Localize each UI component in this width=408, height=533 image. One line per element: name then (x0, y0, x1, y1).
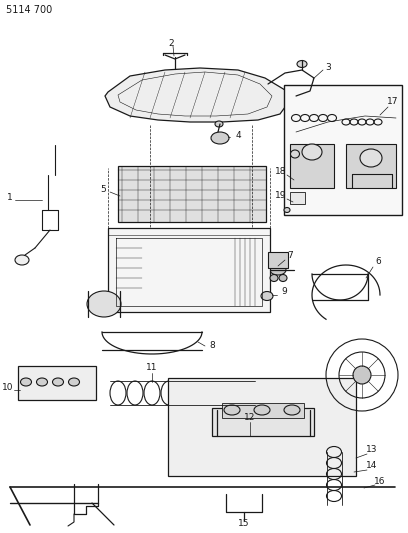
Ellipse shape (290, 150, 299, 158)
Polygon shape (118, 72, 272, 116)
Bar (284, 85, 402, 215)
Text: 4: 4 (235, 132, 241, 141)
Ellipse shape (15, 255, 29, 265)
Text: 6: 6 (375, 257, 381, 266)
Bar (222, 403, 304, 418)
Bar (118, 166, 266, 222)
Ellipse shape (87, 291, 121, 317)
Ellipse shape (20, 378, 31, 386)
Text: 9: 9 (281, 287, 287, 296)
Bar (346, 144, 396, 188)
Ellipse shape (224, 405, 240, 415)
Text: 18: 18 (275, 167, 287, 176)
Ellipse shape (69, 378, 80, 386)
Bar (168, 378, 356, 476)
Bar (290, 192, 305, 204)
Bar (108, 228, 270, 312)
Text: 11: 11 (146, 364, 158, 373)
Text: 3: 3 (325, 62, 331, 71)
Ellipse shape (53, 378, 64, 386)
Ellipse shape (215, 121, 223, 127)
Text: 2: 2 (168, 38, 174, 47)
Ellipse shape (302, 144, 322, 160)
Text: 15: 15 (238, 519, 250, 528)
Ellipse shape (360, 149, 382, 167)
Text: 7: 7 (287, 252, 293, 261)
Text: 5: 5 (100, 185, 106, 195)
Ellipse shape (279, 274, 287, 281)
Text: 13: 13 (366, 446, 378, 455)
Text: 8: 8 (209, 342, 215, 351)
Polygon shape (105, 68, 288, 122)
Text: 12: 12 (244, 414, 256, 423)
Text: 17: 17 (387, 98, 399, 107)
Ellipse shape (353, 366, 371, 384)
Ellipse shape (284, 405, 300, 415)
Text: 10: 10 (2, 383, 14, 392)
Ellipse shape (36, 378, 47, 386)
Ellipse shape (254, 405, 270, 415)
Text: 1: 1 (7, 192, 13, 201)
Bar (212, 408, 314, 436)
Ellipse shape (211, 132, 229, 144)
Ellipse shape (284, 207, 290, 213)
Text: 14: 14 (366, 462, 378, 471)
Bar (18, 366, 96, 400)
Bar (268, 252, 288, 268)
Ellipse shape (261, 292, 273, 301)
Ellipse shape (270, 274, 278, 281)
Ellipse shape (297, 61, 307, 68)
Ellipse shape (270, 265, 286, 275)
Text: 5114 700: 5114 700 (6, 5, 52, 15)
Bar (290, 144, 334, 188)
Text: 19: 19 (275, 191, 287, 200)
Text: 16: 16 (374, 478, 386, 487)
